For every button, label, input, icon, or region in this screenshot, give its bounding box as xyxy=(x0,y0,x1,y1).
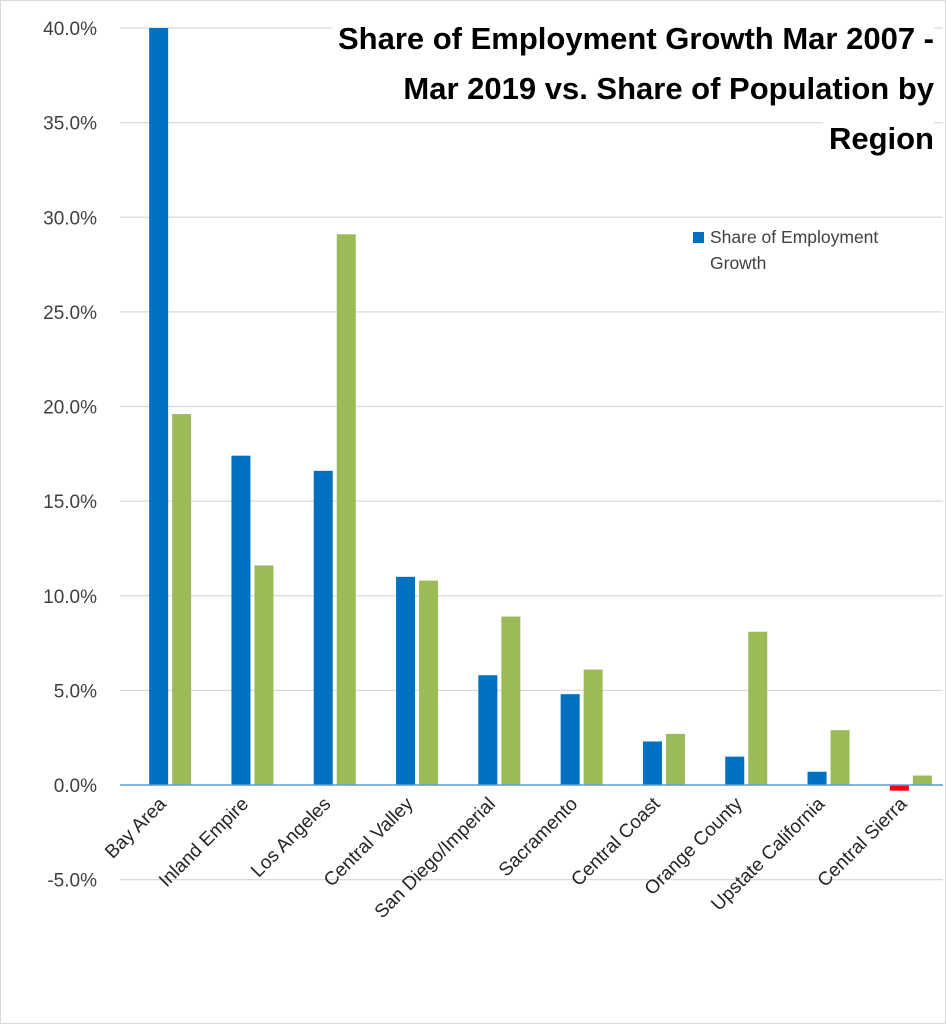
bar-population xyxy=(583,669,603,785)
bar-population xyxy=(336,234,356,786)
chart-title-line-1: Share of Employment Growth Mar 2007 - xyxy=(331,14,934,64)
bar-population xyxy=(830,730,850,785)
legend: Share of Employment Growth xyxy=(693,224,933,276)
chart-title-line-2: Mar 2019 vs. Share of Population by xyxy=(397,64,934,114)
y-tick-label: 30.0% xyxy=(43,208,97,229)
bar-employment-growth xyxy=(231,455,251,785)
x-category-label: Sacramento xyxy=(495,794,582,881)
bar-employment-growth xyxy=(478,675,498,785)
bar-employment-growth xyxy=(396,576,416,785)
y-tick-label: 15.0% xyxy=(43,492,97,513)
y-tick-label: 20.0% xyxy=(43,398,97,419)
y-tick-label: 0.0% xyxy=(54,776,97,797)
y-tick-label: 25.0% xyxy=(43,303,97,324)
bar-population xyxy=(419,580,439,785)
y-axis-ticks: -5.0% 0.0% 5.0% 10.0% 15.0% 20.0% 25.0% 30.0% 35… xyxy=(43,19,97,892)
y-tick-label: 5.0% xyxy=(54,681,97,702)
chart-title: Share of Employment Growth Mar 2007 - Ma… xyxy=(174,14,934,164)
bar-employment-growth xyxy=(313,470,333,785)
y-tick-label: 35.0% xyxy=(43,114,97,135)
bar-employment-growth xyxy=(889,785,909,791)
y-tick-label: -5.0% xyxy=(47,871,97,892)
bar-population xyxy=(254,565,274,785)
bar-employment-growth xyxy=(560,694,580,785)
x-category-label: Bay Area xyxy=(101,793,171,863)
legend-label-employment-growth: Share of Employment Growth xyxy=(710,227,879,273)
x-category-label: Los Angeles xyxy=(247,794,335,882)
y-tick-label: 10.0% xyxy=(43,587,97,608)
bar-employment-growth xyxy=(149,28,169,785)
bar-employment-growth xyxy=(807,771,827,785)
bar-population xyxy=(912,775,932,785)
bar-population xyxy=(665,733,685,785)
bar-employment-growth xyxy=(725,756,745,785)
bars xyxy=(149,28,932,791)
chart-title-line-3: Region xyxy=(822,114,934,164)
y-tick-label: 40.0% xyxy=(43,19,97,40)
bar-population xyxy=(748,631,768,785)
bar-population xyxy=(501,616,521,785)
bar-employment-growth xyxy=(642,741,662,785)
legend-swatch-employment-growth xyxy=(693,232,704,243)
bar-population xyxy=(172,414,192,785)
